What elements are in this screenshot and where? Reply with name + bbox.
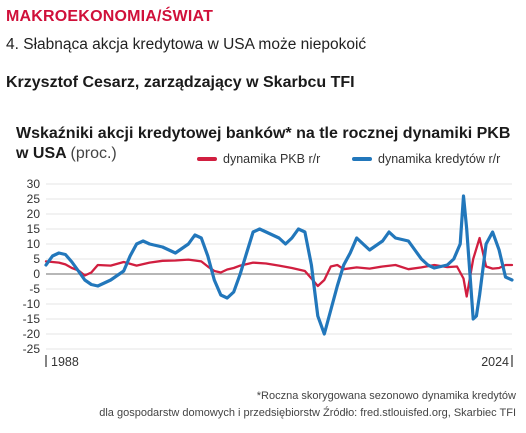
chart-title-text: Wskaźniki akcji kredytowej banków* na tl… [16, 125, 511, 162]
y-tick-label: 5 [33, 252, 40, 266]
y-tick-label: -25 [23, 342, 41, 356]
series-lines [44, 194, 514, 336]
series-line-gdp [44, 236, 514, 298]
legend-item-gdp: dynamika PKB r/r [197, 152, 320, 166]
article-headline: 4. Słabnąca akcja kredytowa w USA może n… [6, 36, 367, 53]
y-tick-label: -20 [23, 327, 41, 341]
y-tick-label: 25 [27, 192, 41, 206]
chart-title: Wskaźniki akcji kredytowej banków* na tl… [16, 124, 521, 164]
x-tick-label: 2024 [481, 355, 509, 369]
y-tick-label: 10 [27, 237, 41, 251]
x-tick-label: 1988 [51, 355, 79, 369]
y-tick-label: -10 [23, 297, 41, 311]
footnote-line-2: dla gospodarstw domowych i przedsiębiors… [99, 407, 516, 419]
y-tick-label: 15 [27, 222, 41, 236]
legend-label-loans: dynamika kredytów r/r [378, 152, 501, 166]
x-axis: 1988 2024 [45, 355, 513, 369]
chart-unit: (proc.) [70, 145, 117, 162]
legend-item-loans: dynamika kredytów r/r [352, 152, 500, 166]
y-tick-label: 20 [27, 207, 41, 221]
y-tick-label: 30 [27, 177, 41, 191]
y-tick-label: -15 [23, 312, 41, 326]
footnote-line-1: *Roczna skorygowana sezonowo dynamika kr… [256, 390, 516, 402]
grid-lines [46, 183, 512, 350]
legend-swatch-loans [352, 157, 372, 161]
series-line-loans [44, 194, 514, 336]
section-label: MAKROEKONOMIA/ŚWIAT [6, 8, 214, 25]
legend-label-gdp: dynamika PKB r/r [223, 152, 321, 166]
author-name: Krzysztof Cesarz, zarządzający w Skarbcu… [6, 74, 355, 91]
legend-swatch-gdp [197, 157, 217, 161]
y-tick-label: -5 [29, 282, 40, 296]
y-tick-label: 0 [33, 267, 40, 281]
